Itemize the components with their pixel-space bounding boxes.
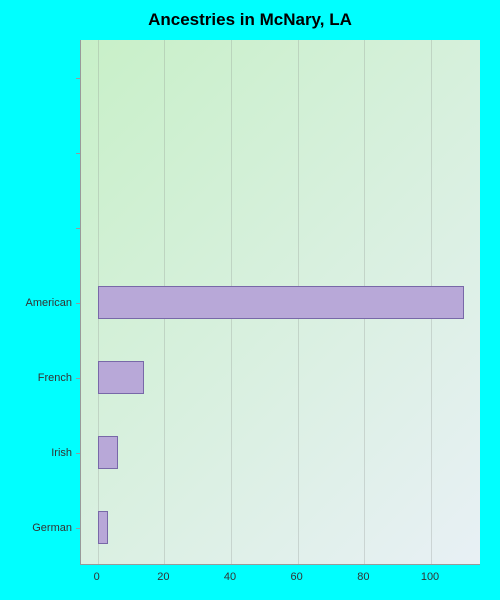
bar [98,361,145,395]
y-tick-mark [76,453,81,454]
y-tick-mark [76,378,81,379]
x-tick-label: 100 [421,571,439,583]
y-tick-label: German [0,522,72,534]
y-tick-label: American [0,297,72,309]
y-tick-mark [76,78,81,79]
chart-title: Ancestries in McNary, LA [0,10,500,30]
y-tick-label: French [0,372,72,384]
x-tick-label: 40 [224,571,236,583]
plot-area [80,40,480,565]
y-tick-mark [76,528,81,529]
chart-container: Ancestries in McNary, LA City-Data.com 0… [0,0,500,600]
x-tick-label: 20 [157,571,169,583]
x-tick-label: 0 [94,571,100,583]
y-tick-mark [76,153,81,154]
y-tick-label: Irish [0,447,72,459]
bar [98,436,118,470]
x-tick-label: 60 [291,571,303,583]
y-tick-mark [76,228,81,229]
bar [98,511,108,545]
bar [98,286,465,320]
y-tick-mark [76,303,81,304]
x-tick-label: 80 [357,571,369,583]
